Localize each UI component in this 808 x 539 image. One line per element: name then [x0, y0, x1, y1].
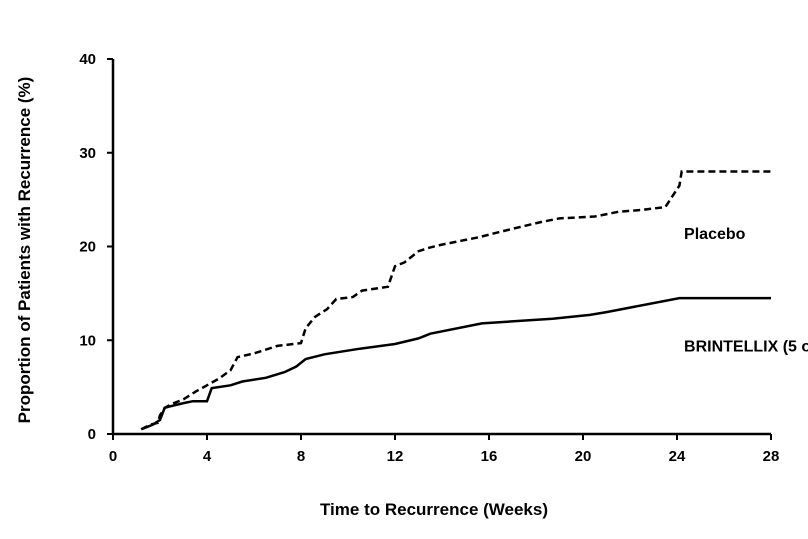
annotations-layer: Placebo BRINTELLIX (5 or 10mg) — [684, 226, 808, 356]
x-tick-label: 8 — [297, 448, 305, 465]
x-axis-ticks: 0 4 8 12 16 20 24 28 — [109, 434, 780, 465]
series-layer — [140, 170, 771, 431]
x-tick-label: 28 — [763, 448, 780, 465]
y-axis-title: Proportion of Patients with Recurrence (… — [15, 77, 34, 424]
y-tick-label: 10 — [79, 332, 96, 349]
series-line-brintellix — [140, 296, 771, 431]
x-tick-label: 0 — [109, 448, 117, 465]
series-annotation-label: BRINTELLIX (5 or 10mg) — [684, 339, 808, 356]
y-tick-label: 0 — [88, 426, 96, 443]
x-axis-title: Time to Recurrence (Weeks) — [320, 500, 548, 519]
x-tick-label: 4 — [203, 448, 212, 465]
y-axis-ticks: 0 10 20 30 40 — [79, 51, 113, 443]
series-line-placebo — [140, 170, 771, 431]
x-tick-label: 24 — [669, 448, 686, 465]
series-annotation-label: Placebo — [684, 226, 746, 243]
x-tick-label: 16 — [481, 448, 498, 465]
x-tick-label: 20 — [575, 448, 592, 465]
y-tick-label: 20 — [79, 239, 96, 256]
y-tick-label: 30 — [79, 145, 96, 162]
x-tick-label: 12 — [387, 448, 404, 465]
y-tick-label: 40 — [79, 51, 96, 68]
